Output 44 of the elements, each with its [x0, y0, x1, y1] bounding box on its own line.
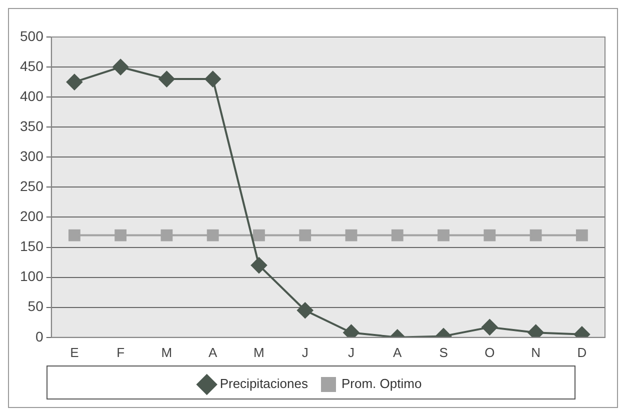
point — [299, 229, 312, 242]
point — [438, 229, 450, 242]
point — [206, 229, 219, 242]
point — [204, 71, 221, 88]
y-tick-label: 150 — [20, 238, 44, 254]
y-tick-label: 350 — [20, 118, 44, 134]
point — [484, 229, 496, 242]
y-tick-label: 50 — [28, 298, 44, 314]
legend-label: Prom. Optimo — [341, 376, 422, 392]
x-tick-label: J — [348, 344, 354, 360]
x-tick-label: A — [393, 344, 402, 360]
point — [158, 71, 175, 88]
point — [114, 229, 127, 242]
point — [253, 229, 265, 242]
point — [530, 229, 542, 242]
x-tick-label: O — [484, 344, 495, 360]
point — [68, 229, 80, 242]
x-tick-label: D — [577, 344, 587, 360]
y-tick-label: 400 — [20, 88, 44, 104]
point — [160, 229, 173, 242]
y-tick-label: 200 — [20, 208, 44, 224]
y-tick-label: 500 — [20, 28, 44, 44]
point — [297, 302, 314, 318]
y-tick-label: 100 — [20, 268, 44, 284]
x-tick-label: J — [302, 344, 308, 360]
point — [391, 229, 404, 242]
x-tick-label: M — [254, 344, 264, 360]
x-tick-label: F — [116, 344, 125, 360]
point — [345, 229, 358, 242]
x-tick-label: E — [70, 344, 80, 360]
x-tick-label: S — [439, 344, 448, 360]
point — [66, 74, 82, 90]
point — [482, 319, 498, 336]
y-tick-label: 450 — [20, 58, 44, 74]
y-tick-label: 0 — [36, 328, 44, 344]
point — [250, 257, 267, 274]
point — [112, 59, 129, 76]
x-tick-label: N — [531, 344, 540, 360]
y-tick-label: 250 — [20, 178, 44, 194]
legend-label: Precipitaciones — [220, 376, 308, 392]
point — [576, 229, 588, 242]
x-tick-label: A — [208, 344, 218, 360]
x-tick-label: M — [161, 344, 172, 360]
y-tick-label: 300 — [20, 148, 44, 164]
